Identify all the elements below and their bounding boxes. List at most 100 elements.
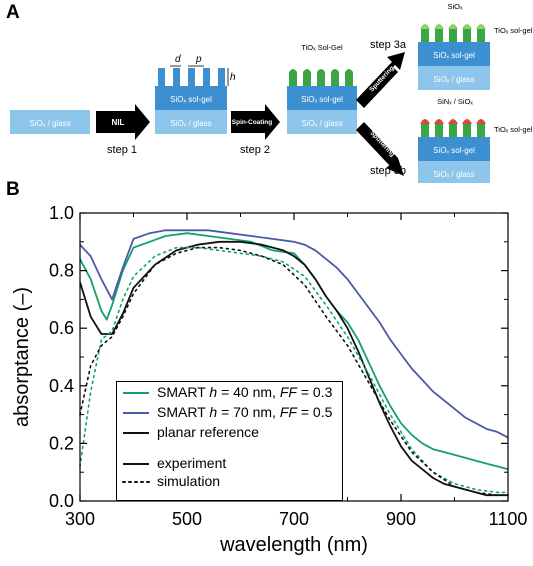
glass-layer <box>418 161 490 183</box>
tio2-layer <box>419 25 489 42</box>
solgel-layer-label: SiOₓ sol-gel <box>170 95 212 104</box>
arrow-sputtering-a: Sputtering step 3a <box>356 39 407 108</box>
panel-b-letter: B <box>6 179 20 200</box>
step-1-label: step 1 <box>107 144 137 156</box>
cap-layer <box>462 24 472 29</box>
glass-layer-label: SiOₓ / glass <box>433 75 474 84</box>
legend-style-entry: simulation <box>117 472 342 490</box>
arrow-nil: NIL step 1 <box>96 104 150 156</box>
substrate-glass-layer <box>10 110 90 134</box>
tio2-sio-coating <box>419 24 489 42</box>
glass-layer <box>418 66 490 90</box>
dimension-h-label: h <box>230 72 236 83</box>
x-tick-label: 700 <box>279 509 309 529</box>
sputtering-a-label: Sputtering <box>368 65 395 94</box>
solgel-layer-label: SiOₓ sol-gel <box>433 51 475 60</box>
step-2-label: step 2 <box>240 144 270 156</box>
chart-legend: SMART h = 40 nm, FF = 0.3 SMART h = 70 nm… <box>116 381 343 501</box>
nanopillar <box>218 68 225 86</box>
glass-layer-label: SiOₓ / glass <box>170 119 211 128</box>
cap-layer <box>420 24 430 29</box>
cap-layer <box>434 24 444 29</box>
stage-3b: SiNₓ / SiOₓ TiOₓ sol-gel SiOₓ sol-gel Si… <box>418 97 533 183</box>
chart-ticks: 300 500 700 900 1100 0.0 0.2 0.4 0.6 0.8 1.0 <box>49 203 527 529</box>
y-tick-label: 0.6 <box>49 318 74 338</box>
tio2-sin-coating <box>419 119 489 137</box>
solgel-layer-label: SiOₓ sol-gel <box>433 146 475 155</box>
legend-swatch <box>123 432 149 435</box>
legend-entry: planar reference <box>117 422 342 442</box>
y-tick-label: 0.2 <box>49 433 74 453</box>
legend-swatch <box>123 463 149 466</box>
glass-layer-label: SiOₓ / glass <box>301 119 342 128</box>
legend-entry-label: SMART h = 40 nm, FF = 0.3 <box>157 384 333 400</box>
x-tick-label: 500 <box>172 509 202 529</box>
legend-spacer <box>117 442 342 454</box>
tio2-solgel-3b-label: TiOₓ sol-gel <box>494 125 533 134</box>
legend-swatch <box>122 481 150 484</box>
glass-layer-label: SiOₓ / glass <box>433 170 474 179</box>
tio2-layer <box>287 69 357 86</box>
nanopillar <box>203 68 210 86</box>
tio2-solgel-top-label: TiOₓ Sol-Gel <box>301 43 343 52</box>
dimension-d-label: d <box>175 54 181 65</box>
step-3b-label: step 3b <box>370 165 406 177</box>
solgel-layer-label: SiOₓ sol-gel <box>301 95 343 104</box>
stage-substrate: SiOₓ / glass <box>10 110 90 134</box>
tio2-layer <box>419 120 489 137</box>
series-line-1 <box>79 229 509 439</box>
y-tick-label: 1.0 <box>49 203 74 223</box>
cap-layer <box>434 119 444 124</box>
solgel-layer <box>155 86 227 110</box>
absorptance-chart-panel: B 300 500 700 900 1100 0.0 0.2 0.4 0.6 0.8 1.0 abs… <box>0 179 533 561</box>
arrow-spin-coating: Spin-Coating step 2 <box>231 104 280 156</box>
tio2-coating <box>287 69 357 86</box>
fabrication-schematic-panel: A SiOₓ / glass NIL step 1 SiOₓ sol-gel S… <box>0 0 533 183</box>
legend-entry-label: SMART h = 70 nm, FF = 0.5 <box>157 404 333 420</box>
cap-layer <box>476 119 486 124</box>
glass-layer <box>155 110 227 134</box>
y-tick-label: 0.4 <box>49 376 74 396</box>
y-tick-label: 0.0 <box>49 491 74 511</box>
cap-layer <box>420 119 430 124</box>
dimension-p-label: p <box>195 54 202 65</box>
absorptance-chart: 300 500 700 900 1100 0.0 0.2 0.4 0.6 0.8 1.0 absor… <box>11 203 527 556</box>
series-line-3 <box>79 246 509 494</box>
solgel-layer <box>287 86 357 110</box>
x-tick-label: 900 <box>386 509 416 529</box>
cap-layer <box>448 119 458 124</box>
step-3a-label: step 3a <box>370 39 407 51</box>
chart-series <box>79 229 509 497</box>
series-line-2 <box>79 240 508 497</box>
legend-style-entry: experiment <box>117 454 342 472</box>
tio2-solgel-3a-label: TiOₓ sol-gel <box>494 26 533 35</box>
sio-cap-label: SiOₓ <box>448 2 464 11</box>
legend-entry: SMART h = 40 nm, FF = 0.3 <box>117 382 342 402</box>
nanopillar <box>188 68 195 86</box>
stage-tio2-coated: TiOₓ Sol-Gel SiOₓ sol-gel SiOₓ / glass <box>287 43 357 134</box>
nil-arrow-label: NIL <box>112 118 125 127</box>
spin-coating-arrow-shape <box>231 104 280 140</box>
y-tick-label: 0.8 <box>49 261 74 281</box>
panel-a-letter: A <box>6 2 20 23</box>
nanopillars <box>158 68 225 86</box>
arrow-sputtering-b: Sputtering step 3b <box>356 122 406 177</box>
nanopillar <box>173 68 180 86</box>
legend-entry: SMART h = 70 nm, FF = 0.5 <box>117 402 342 422</box>
legend-style-label: simulation <box>157 473 221 489</box>
solgel-layer <box>418 137 490 161</box>
fabrication-process-diagram: SiOₓ / glass NIL step 1 SiOₓ sol-gel SiO… <box>10 2 533 183</box>
x-axis-label: wavelength (nm) <box>219 534 368 556</box>
cap-layer <box>476 24 486 29</box>
sin-sio-cap-label: SiNₓ / SiOₓ <box>437 97 473 106</box>
nanopillar <box>158 68 165 86</box>
legend-swatch <box>123 412 149 415</box>
legend-entry-label: planar reference <box>157 424 259 440</box>
y-axis-label: absorptance (–) <box>11 287 33 427</box>
glass-layer <box>287 110 357 134</box>
nil-arrow-shape <box>96 104 150 140</box>
spin-coating-arrow-label: Spin-Coating <box>232 119 272 126</box>
stage-3a: SiOₓ TiOₓ sol-gel SiOₓ sol-gel SiOₓ / gl… <box>418 2 533 90</box>
x-tick-label: 300 <box>65 509 95 529</box>
x-tick-label: 1100 <box>489 509 528 529</box>
